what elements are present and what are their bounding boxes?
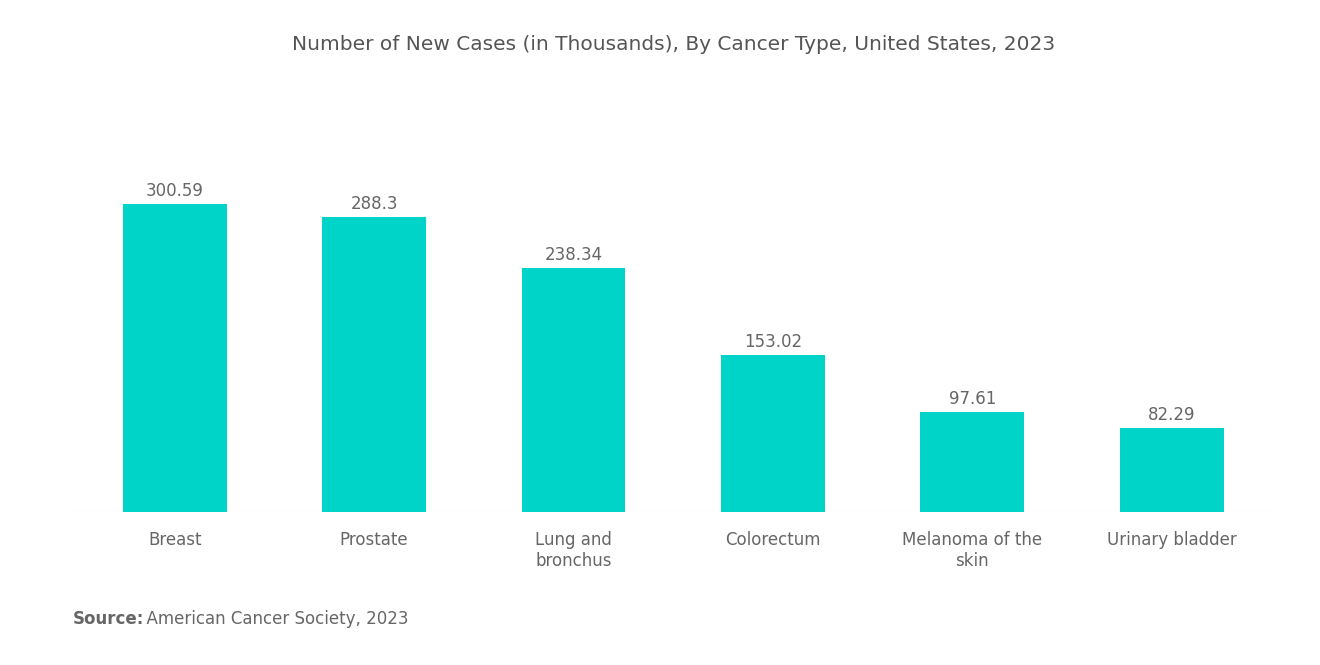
Bar (721, 355, 825, 512)
Text: 97.61: 97.61 (949, 390, 997, 408)
Bar (322, 217, 426, 512)
Text: 153.02: 153.02 (744, 333, 803, 351)
Text: American Cancer Society, 2023: American Cancer Society, 2023 (136, 610, 408, 628)
Title: Number of New Cases (in Thousands), By Cancer Type, United States, 2023: Number of New Cases (in Thousands), By C… (292, 35, 1055, 54)
Text: 82.29: 82.29 (1148, 406, 1196, 424)
Text: 300.59: 300.59 (145, 182, 203, 200)
Bar (123, 204, 227, 512)
Text: 238.34: 238.34 (544, 246, 602, 264)
Bar (1119, 428, 1224, 512)
Text: Source:: Source: (73, 610, 144, 628)
Bar (920, 412, 1024, 512)
Bar (521, 268, 626, 512)
Text: 288.3: 288.3 (350, 195, 397, 213)
